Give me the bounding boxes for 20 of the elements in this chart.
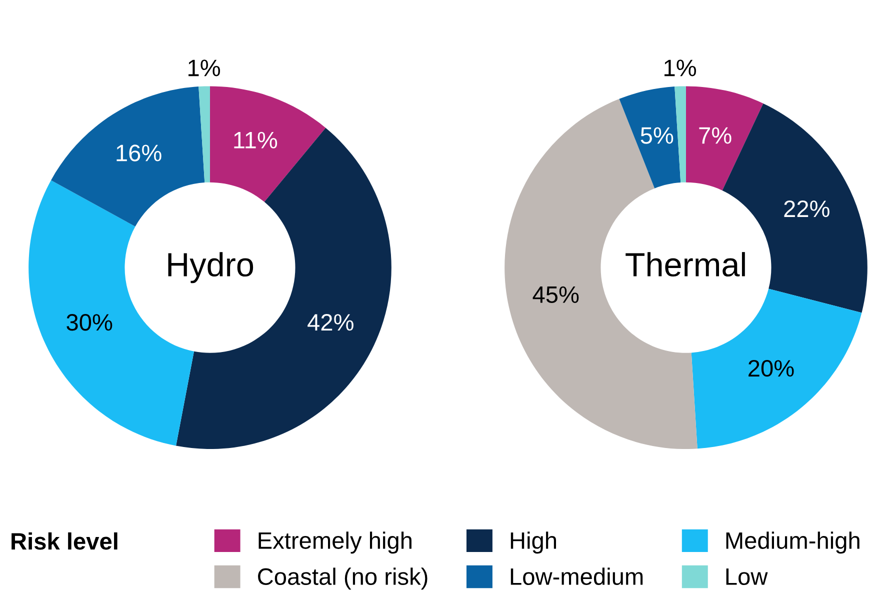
legend-label: Low-medium (510, 568, 643, 586)
data-label: 1% (188, 60, 220, 76)
slice-label: Thermal (626, 252, 745, 277)
legend-label: Low (726, 568, 768, 586)
legend-title: Risk level (12, 532, 118, 550)
data-label: 1% (664, 60, 696, 76)
legend-label: Coastal (no risk) (258, 568, 428, 590)
data-label: 45% (532, 286, 579, 304)
data-label: 11% (234, 132, 278, 148)
legend-label: High (510, 532, 556, 554)
data-label: 5% (640, 127, 674, 144)
slice-label: Hydro (168, 252, 254, 284)
data-label: 42% (308, 314, 354, 331)
data-label: 7% (699, 127, 732, 144)
data-label: 16% (116, 144, 162, 162)
data-label: 22% (784, 200, 830, 218)
legend-label: Extremely high (258, 532, 412, 554)
data-label: 30% (66, 314, 112, 331)
legend-label: Medium-high (726, 532, 860, 554)
data-label: 20% (748, 360, 794, 377)
